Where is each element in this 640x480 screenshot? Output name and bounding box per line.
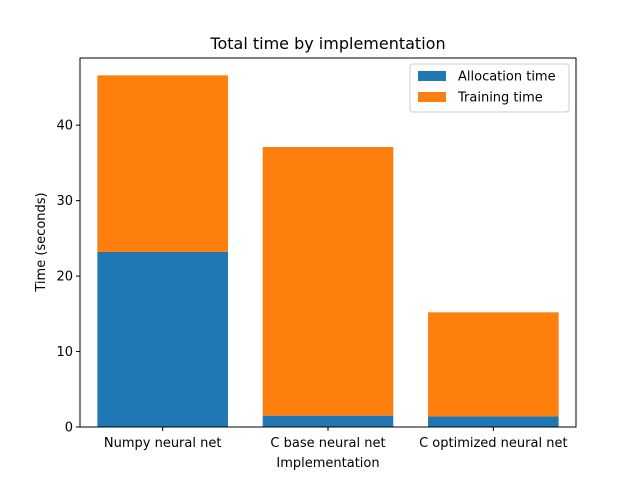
plot-area <box>97 75 559 427</box>
legend-swatch-0 <box>418 71 446 81</box>
x-tick-label-2: C optimized neural net <box>419 436 567 451</box>
y-tick-label-4: 40 <box>56 119 73 134</box>
legend-label-1: Training time <box>457 91 543 106</box>
chart-title: Total time by implementation <box>209 34 445 53</box>
x-axis: Numpy neural net C base neural net C optim… <box>104 427 568 451</box>
bar-training-1 <box>262 147 394 416</box>
x-tick-label-0: Numpy neural net <box>104 436 222 451</box>
x-tick-label-1: C base neural net <box>270 436 385 451</box>
y-tick-label-3: 30 <box>56 194 73 209</box>
y-tick-label-2: 20 <box>56 270 73 285</box>
legend-swatch-1 <box>418 92 446 102</box>
legend-box <box>409 63 570 113</box>
bar-allocation-0 <box>97 251 228 427</box>
y-axis-label: Time (seconds) <box>34 192 49 292</box>
legend-label-0: Allocation time <box>458 70 556 85</box>
y-axis: 0 10 20 30 40 <box>56 119 80 436</box>
x-axis-label: Implementation <box>276 456 379 471</box>
bar-allocation-1 <box>262 415 394 427</box>
legend: Allocation time Training time <box>409 63 570 113</box>
y-tick-label-0: 0 <box>65 421 73 436</box>
bar-allocation-2 <box>428 416 559 427</box>
bar-training-2 <box>428 312 559 417</box>
bar-training-0 <box>97 75 228 252</box>
y-tick-label-1: 10 <box>56 345 73 360</box>
